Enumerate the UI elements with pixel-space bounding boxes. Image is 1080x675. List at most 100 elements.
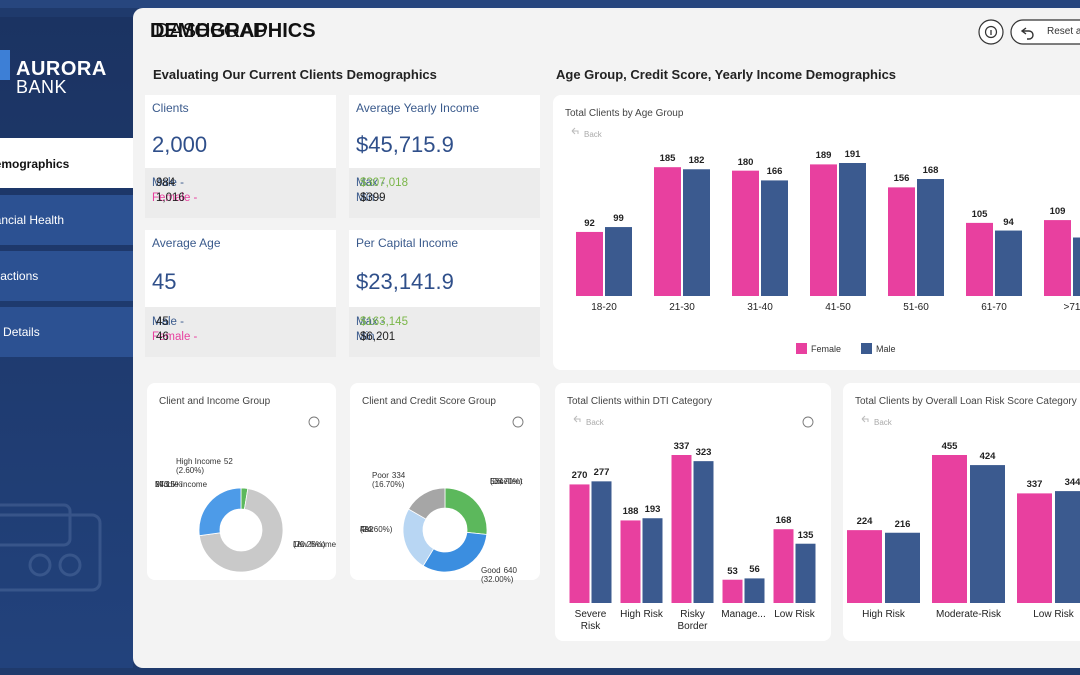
data-label: 168 bbox=[775, 515, 792, 527]
nav-label[interactable]: Demographics bbox=[0, 157, 70, 171]
top-band bbox=[0, 0, 1080, 8]
data-label: 337 bbox=[1026, 479, 1043, 491]
data-label: 94 bbox=[1003, 216, 1014, 228]
x-tick-label: Low Risk bbox=[1033, 609, 1074, 620]
slice-value: 52 bbox=[223, 457, 233, 466]
data-label: 424 bbox=[979, 451, 996, 463]
slice-percent: (26.70%) bbox=[490, 477, 523, 486]
kpi-row-label: Female - bbox=[152, 331, 198, 343]
nav-label[interactable]: Financial Health bbox=[0, 213, 65, 227]
reset-button[interactable] bbox=[1010, 19, 1080, 45]
bar bbox=[671, 455, 692, 603]
bar bbox=[995, 230, 1022, 296]
kpi-value: 45 bbox=[152, 268, 177, 294]
bar bbox=[795, 543, 816, 603]
chart-title: Total Clients by Age Group bbox=[565, 108, 684, 119]
kpi-row-label: Min - bbox=[356, 331, 382, 343]
bar bbox=[885, 532, 920, 603]
help-icons bbox=[308, 416, 814, 428]
back-button[interactable]: Back bbox=[586, 418, 604, 427]
kpi-band bbox=[349, 307, 540, 357]
reset-icon bbox=[1020, 27, 1034, 40]
page-title-bold: DEMOGRAPHICS bbox=[150, 20, 316, 42]
nav-item[interactable] bbox=[0, 195, 133, 245]
logo-text: AURORA bbox=[16, 58, 107, 80]
section-title: Age Group, Credit Score, Yearly Income D… bbox=[556, 67, 897, 82]
legend-swatch bbox=[796, 343, 807, 354]
x-tick-label: >71 bbox=[1063, 302, 1080, 313]
x-tick-label: High Risk bbox=[620, 609, 663, 620]
bar bbox=[591, 481, 612, 603]
back-button[interactable]: Back bbox=[584, 130, 602, 139]
kpi-row-value: 45 bbox=[156, 316, 169, 328]
bar bbox=[693, 461, 714, 603]
data-label: 224 bbox=[856, 516, 873, 528]
kpi-bands bbox=[145, 168, 540, 357]
bar bbox=[761, 180, 788, 296]
bar bbox=[810, 164, 837, 296]
bar bbox=[1044, 220, 1071, 296]
nav-label[interactable]: Transactions bbox=[0, 269, 39, 283]
kpi-row-label: Female - bbox=[152, 192, 198, 204]
bar bbox=[917, 179, 944, 296]
kpi-value: $23,141.9 bbox=[356, 268, 454, 294]
section-title: Evaluating Our Current Clients Demograph… bbox=[153, 67, 437, 82]
data-label: 344 bbox=[1064, 477, 1080, 489]
kpi-row-label: Max - bbox=[356, 316, 385, 328]
bar bbox=[1055, 491, 1080, 603]
kpi-row-value: $399 bbox=[360, 192, 386, 204]
data-label: 99 bbox=[613, 213, 624, 225]
reset-label[interactable]: Reset all bbox=[1047, 26, 1080, 37]
nav-active[interactable] bbox=[0, 138, 133, 188]
data-label: 156 bbox=[893, 173, 910, 185]
nav-item[interactable] bbox=[0, 307, 133, 357]
kpi-band bbox=[349, 168, 540, 218]
slice-category: Fair bbox=[360, 525, 374, 534]
kpi-row-label: Max - bbox=[356, 177, 385, 189]
bar bbox=[847, 530, 882, 603]
kpi-band bbox=[145, 307, 336, 357]
help-icon[interactable] bbox=[512, 416, 524, 428]
back-icon bbox=[571, 127, 579, 135]
nav-item[interactable] bbox=[0, 251, 133, 301]
x-tick-label: Low Risk bbox=[774, 609, 815, 620]
data-label: 105 bbox=[971, 208, 988, 220]
kpi-title: Average Age bbox=[152, 236, 221, 250]
x-tick-label: 21-30 bbox=[669, 302, 695, 313]
bar bbox=[569, 484, 590, 603]
bar bbox=[888, 187, 915, 296]
help-icon[interactable] bbox=[308, 416, 320, 428]
back-button[interactable]: Back bbox=[874, 418, 892, 427]
data-label: 182 bbox=[688, 155, 705, 167]
slice-value: 534 bbox=[490, 477, 504, 486]
x-tick-label: 31-40 bbox=[747, 302, 773, 313]
slice-percent: 27.15% bbox=[155, 480, 183, 489]
bar bbox=[839, 163, 866, 296]
x-tick-label: 51-60 bbox=[903, 302, 929, 313]
bar bbox=[642, 518, 663, 603]
help-icon[interactable] bbox=[802, 416, 814, 428]
x-tick-label: 61-70 bbox=[981, 302, 1007, 313]
bar bbox=[966, 222, 993, 296]
bar bbox=[722, 579, 743, 603]
data-label: 277 bbox=[593, 467, 610, 479]
data-label: 455 bbox=[941, 441, 958, 452]
slice-percent: (24.60%) bbox=[360, 525, 393, 534]
kpi-card bbox=[349, 95, 540, 168]
kpi-title: Average Yearly Income bbox=[356, 101, 480, 115]
logo-text: BANK bbox=[16, 77, 68, 97]
chart-title: Total Clients within DTI Category bbox=[567, 396, 713, 407]
bar bbox=[654, 167, 681, 296]
bar bbox=[1073, 237, 1080, 296]
kpi-row-label: Min - bbox=[356, 192, 382, 204]
bar bbox=[683, 169, 710, 296]
kpi-card bbox=[349, 230, 540, 307]
page-title-rest: DASHBOAD bbox=[155, 20, 268, 42]
nav-label[interactable]: Loan Details bbox=[0, 325, 40, 339]
bar bbox=[932, 455, 967, 603]
kpi-title: Per Capital Income bbox=[356, 236, 459, 250]
slice-category: High Income bbox=[176, 457, 221, 466]
back-icon bbox=[861, 415, 869, 423]
